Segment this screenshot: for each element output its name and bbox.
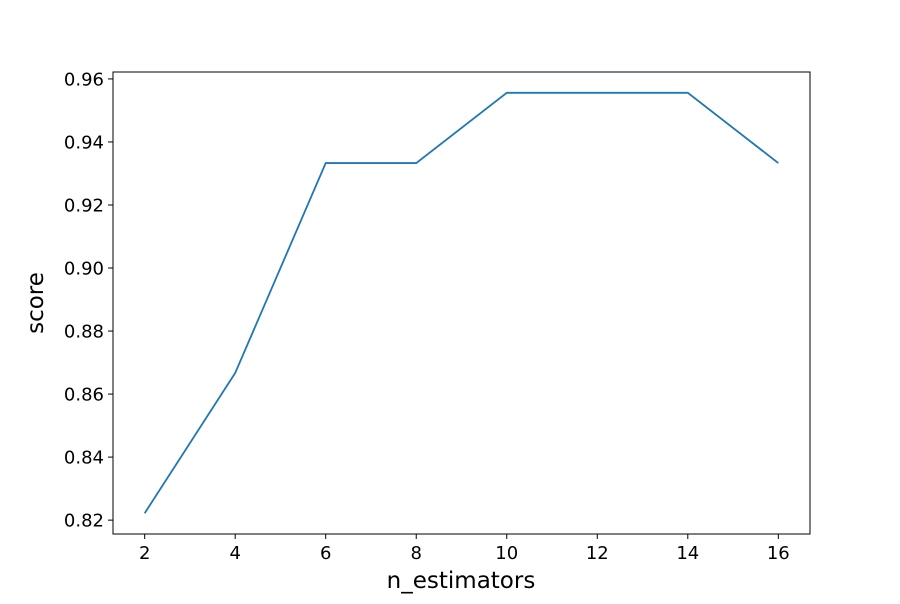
series-line [143,91,779,514]
plot-frame [112,71,811,535]
y-tick-label: 0.88 [64,322,104,343]
x-tick-label: 14 [676,543,699,564]
y-tick-label: 0.92 [64,195,104,216]
x-tick-label: 10 [495,543,518,564]
x-tick-label: 16 [767,543,790,564]
x-tick-label: 6 [320,543,331,564]
x-tick-label: 2 [139,543,150,564]
ticks: 2 4 6 8 10 12 14 16 0.82 0.84 0.86 0.88 0.90 0.92 0.94… [64,69,790,564]
x-tick-label: 8 [411,543,422,564]
y-tick-label: 0.82 [64,511,104,532]
x-axis-label: n_estimators [387,568,536,594]
y-tick-label: 0.90 [64,259,104,280]
y-axis-label: score [23,272,49,334]
x-tick-label: 4 [229,543,240,564]
y-tick-label: 0.94 [64,132,104,153]
y-tick-label: 0.86 [64,385,104,406]
y-tick-label: 0.84 [64,448,104,469]
y-tick-label: 0.96 [64,69,104,90]
x-tick-label: 12 [586,543,609,564]
